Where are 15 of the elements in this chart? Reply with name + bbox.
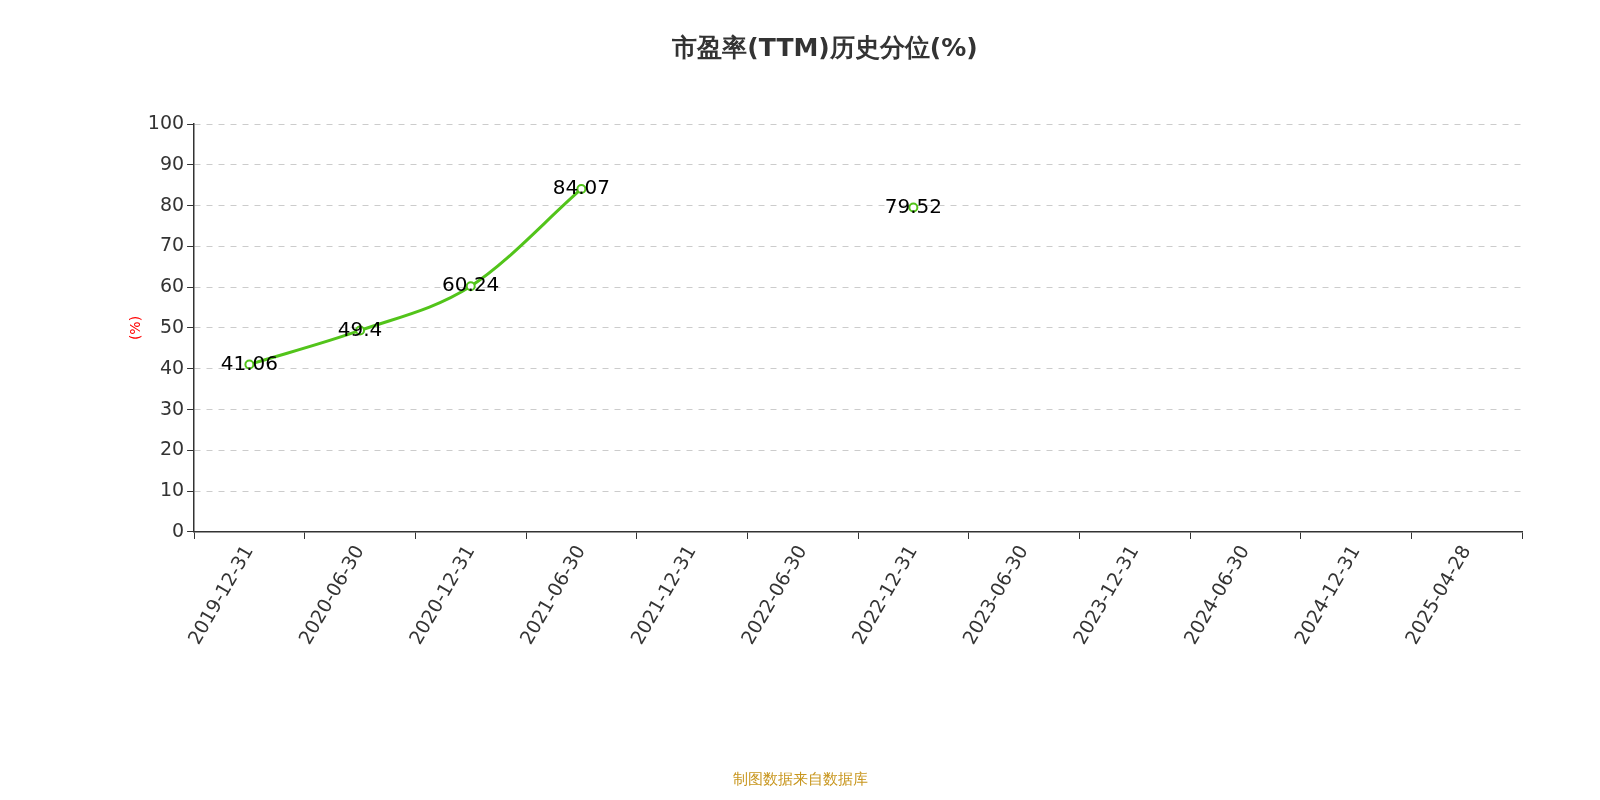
y-tick-label: 100 (147, 110, 185, 133)
y-tick-label: 40 (159, 355, 185, 378)
chart-title: 市盈率(TTM)历史分位(%) (671, 32, 978, 62)
y-tick-label: 0 (171, 518, 185, 541)
y-tick-label: 60 (159, 274, 185, 297)
y-tick-label: 50 (159, 314, 185, 337)
y-tick-label: 80 (159, 192, 185, 215)
y-tick-label: 30 (159, 396, 185, 419)
text: 制图数据来自数据库 (732, 770, 868, 789)
y-tick-label: 70 (159, 233, 185, 256)
y-tick-label: 90 (159, 151, 185, 174)
y-tick-label: 20 (159, 437, 185, 460)
y-axis-title: (%) (127, 315, 144, 341)
y-tick-label: 10 (159, 478, 185, 501)
data-label: 79.52 (884, 193, 942, 218)
